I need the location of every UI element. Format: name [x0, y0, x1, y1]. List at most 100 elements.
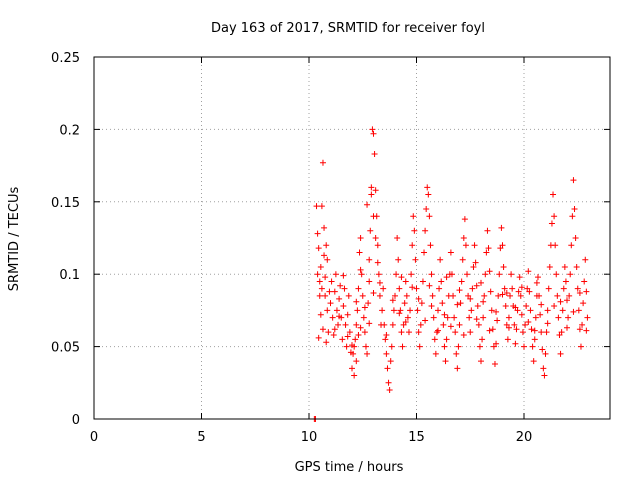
data-point — [339, 336, 346, 343]
data-point — [366, 320, 373, 327]
data-point — [442, 358, 449, 365]
data-point — [417, 321, 424, 328]
data-point — [472, 259, 479, 266]
data-point — [425, 191, 432, 198]
data-point — [499, 291, 506, 298]
data-point — [566, 292, 573, 299]
data-point — [486, 327, 493, 334]
data-point — [383, 350, 390, 357]
data-point — [366, 256, 373, 263]
data-point — [389, 321, 396, 328]
data-point — [569, 213, 576, 220]
data-point — [557, 350, 564, 357]
data-point — [353, 321, 360, 328]
data-point — [325, 329, 332, 336]
data-point — [376, 292, 383, 299]
data-point — [383, 332, 390, 339]
data-point — [583, 288, 590, 295]
data-point — [479, 336, 486, 343]
chart-title: Day 163 of 2017, SRMTID for receiver foy… — [211, 21, 485, 36]
data-point — [419, 278, 426, 285]
data-point — [437, 256, 444, 263]
data-point — [540, 365, 547, 372]
data-point — [571, 206, 578, 213]
data-point — [570, 177, 577, 184]
data-point — [576, 326, 583, 333]
data-point — [567, 271, 574, 278]
data-point — [344, 311, 351, 318]
data-point — [330, 332, 337, 339]
data-point — [538, 329, 545, 336]
data-point — [526, 288, 533, 295]
data-point — [577, 343, 584, 350]
data-point — [327, 300, 334, 307]
data-point — [480, 314, 487, 321]
data-point — [428, 303, 435, 310]
data-point — [350, 350, 357, 357]
data-point — [435, 327, 441, 334]
data-point — [513, 326, 520, 333]
x-tick-label: 10 — [301, 430, 318, 445]
data-point — [337, 282, 344, 289]
data-point — [368, 191, 375, 198]
data-point — [416, 343, 423, 350]
data-point — [424, 184, 431, 191]
data-point — [329, 314, 336, 321]
data-point — [496, 271, 503, 278]
data-point — [411, 227, 418, 234]
data-point — [332, 271, 339, 278]
data-point — [318, 203, 325, 210]
data-point — [522, 321, 529, 328]
x-axis-title: GPS time / hours — [295, 460, 404, 475]
data-point — [515, 288, 522, 295]
data-point — [374, 242, 381, 249]
data-point — [478, 279, 484, 286]
data-point — [372, 235, 379, 241]
data-point — [544, 307, 551, 314]
data-point — [316, 292, 323, 299]
data-point — [447, 323, 454, 330]
data-point — [476, 343, 483, 350]
data-point — [316, 278, 323, 285]
data-point — [388, 343, 395, 350]
data-point — [504, 336, 511, 343]
data-point — [421, 249, 428, 256]
data-point — [502, 303, 509, 310]
data-point — [455, 343, 462, 350]
data-point — [462, 242, 469, 249]
data-point — [366, 278, 373, 285]
data-point — [384, 365, 391, 372]
data-point — [489, 326, 496, 333]
y-tick-label: 0 — [72, 413, 80, 428]
data-point — [474, 303, 481, 310]
data-point — [402, 278, 409, 285]
data-point — [399, 343, 406, 350]
data-point — [408, 271, 415, 278]
data-point — [550, 191, 557, 198]
data-point — [333, 307, 340, 314]
data-point — [322, 274, 329, 281]
data-point — [466, 314, 473, 321]
data-point — [438, 278, 445, 285]
plot-frame — [93, 56, 611, 420]
data-point — [418, 300, 425, 307]
data-point — [564, 297, 570, 304]
x-tick-label: 20 — [516, 430, 533, 445]
data-point — [518, 311, 525, 318]
data-point — [364, 201, 371, 208]
data-point — [552, 242, 559, 249]
data-point — [491, 360, 498, 367]
data-point — [429, 292, 436, 299]
data-point — [536, 292, 543, 299]
data-point — [319, 159, 326, 166]
data-point — [443, 274, 450, 281]
data-point — [516, 274, 523, 281]
data-point — [430, 314, 437, 321]
data-point — [564, 324, 570, 331]
data-point — [473, 316, 480, 323]
data-point — [402, 318, 409, 325]
data-point — [500, 263, 507, 270]
data-point — [403, 292, 410, 299]
data-point — [321, 252, 328, 259]
